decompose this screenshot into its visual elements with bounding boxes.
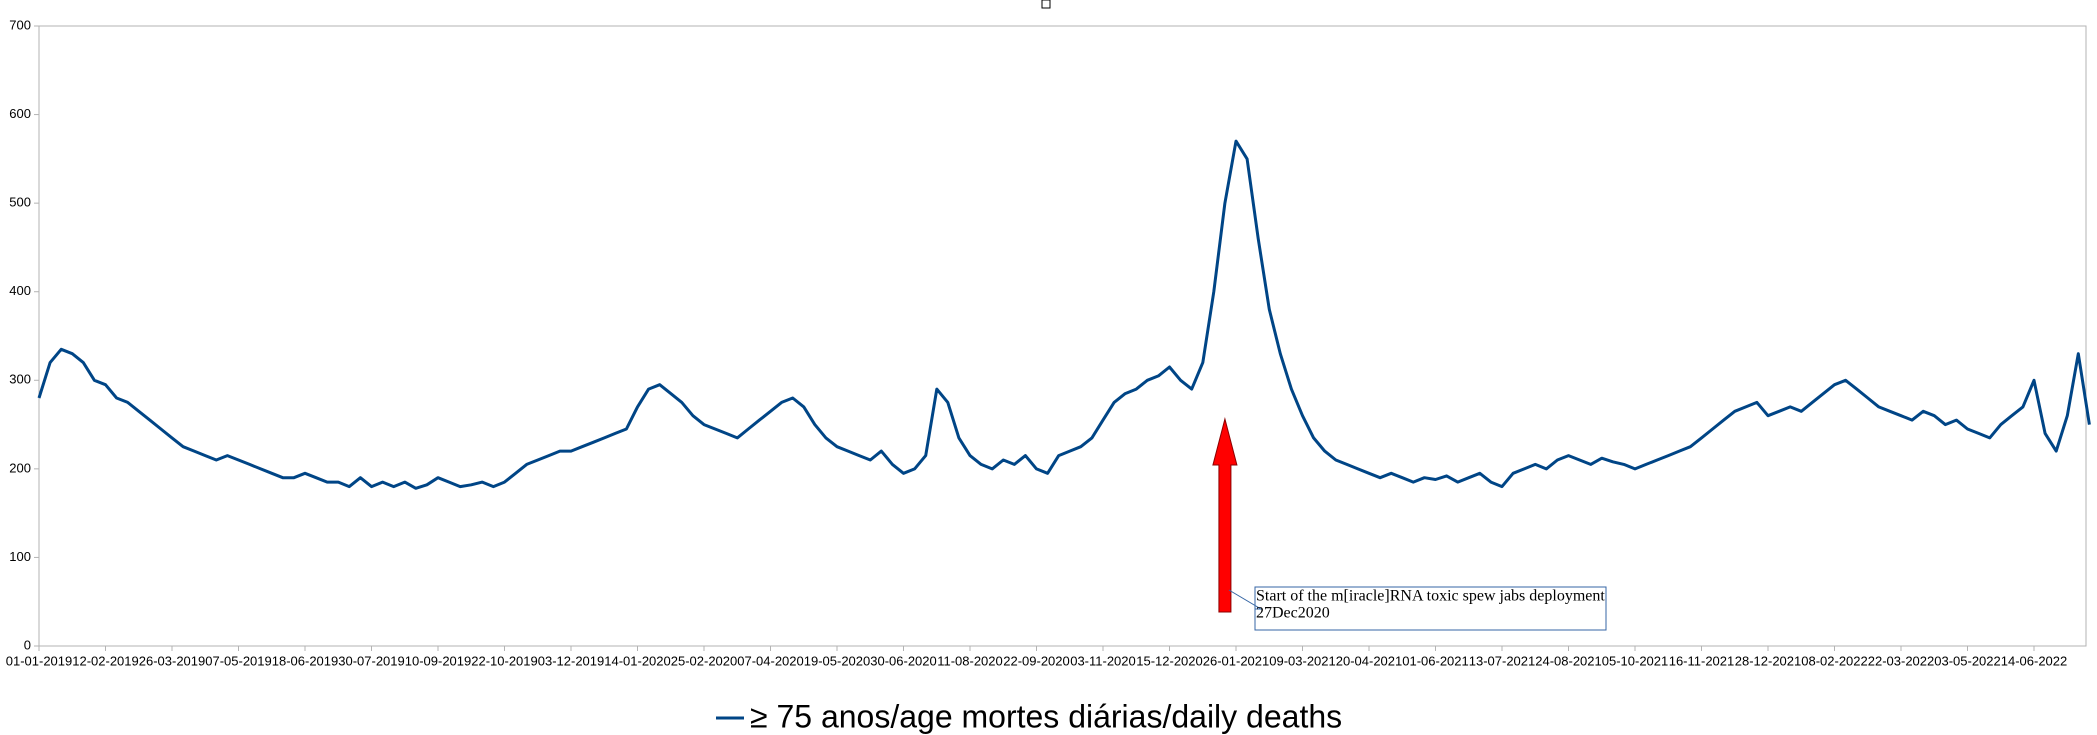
y-tick-label: 700 (9, 17, 31, 32)
legend-text: ≥ 75 anos/age mortes diárias/daily death… (750, 698, 1342, 734)
y-tick-label: 300 (9, 372, 31, 387)
x-tick-label: 14-06-2022 (2001, 653, 2068, 668)
annotation: Start of the m[iracle]RNA toxic spew jab… (1212, 417, 1607, 631)
x-tick-label: 08-02-2022 (1801, 653, 1868, 668)
series-line (37, 139, 2091, 490)
y-tick-label: 0 (24, 637, 31, 652)
annotation-box (1254, 586, 1607, 631)
x-tick-label: 26-01-2021 (1203, 653, 1270, 668)
y-tick-label: 200 (9, 460, 31, 475)
x-tick-label: 28-12-2021 (1735, 653, 1802, 668)
x-tick-label: 05-10-2021 (1602, 653, 1669, 668)
x-tick-label: 22-09-2020 (1003, 653, 1070, 668)
handle (1041, 0, 1051, 9)
annotation-leader (1228, 589, 1263, 610)
annotation-arrow (1212, 417, 1238, 613)
x-tick-label: 03-11-2020 (1070, 653, 1136, 668)
y-tick-label: 500 (9, 195, 31, 210)
annotation-text: Start of the m[iracle]RNA toxic spew jab… (1256, 588, 1605, 605)
x-tick-label: 25-02-2020 (671, 653, 738, 668)
x-tick-label: 24-08-2021 (1535, 653, 1602, 668)
x-tick-label: 01-06-2021 (1402, 653, 1469, 668)
x-tick-label: 20-04-2021 (1336, 653, 1403, 668)
annotation-text: 27Dec2020 (1256, 605, 1330, 622)
x-tick-label: 15-12-2020 (1136, 653, 1203, 668)
x-tick-label: 10-09-2019 (405, 653, 472, 668)
x-tick-label: 11-08-2020 (937, 653, 1003, 668)
x-tick-label: 30-06-2020 (870, 653, 937, 668)
x-tick-label: 26-03-2019 (139, 653, 206, 668)
x-tick-label: 03-12-2019 (538, 653, 605, 668)
y-tick-label: 400 (9, 283, 31, 298)
x-tick-label: 22-03-2022 (1868, 653, 1935, 668)
x-tick-label: 30-07-2019 (338, 653, 405, 668)
x-tick-label: 03-05-2022 (1934, 653, 2001, 668)
x-tick-label: 13-07-2021 (1469, 653, 1536, 668)
x-tick-label: 07-04-2020 (737, 653, 804, 668)
x-tick-label: 14-01-2020 (604, 653, 671, 668)
x-tick-label: 12-02-2019 (72, 653, 139, 668)
x-tick-label: 09-03-2021 (1269, 653, 1336, 668)
x-tick-label: 16-11-2021 (1669, 653, 1735, 668)
plot-frame (38, 25, 2087, 647)
x-tick-label: 22-10-2019 (471, 653, 538, 668)
x-tick-label: 07-05-2019 (205, 653, 272, 668)
x-tick-label: 19-05-2020 (804, 653, 871, 668)
x-tick-label: 18-06-2019 (272, 653, 339, 668)
y-tick-label: 600 (9, 106, 31, 121)
x-tick-label: 01-01-2019 (6, 653, 73, 668)
y-tick-label: 100 (9, 549, 31, 564)
